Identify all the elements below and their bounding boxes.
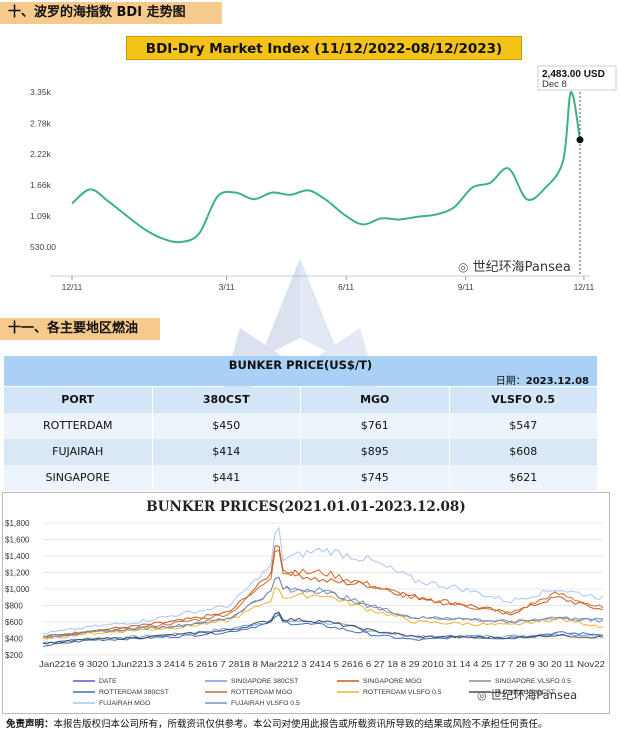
bunker-table-title: BUNKER PRICE(US$/T)	[228, 358, 373, 372]
table-row: SINGAPORE $441 $745 $621	[4, 465, 597, 491]
bunker-series-line	[42, 545, 604, 638]
bdi-current-point	[576, 136, 584, 144]
bunker-series	[42, 526, 604, 647]
cell-mgo: $745	[301, 465, 450, 491]
section-header-fuel: 十一、各主要地区燃油	[0, 318, 160, 340]
disclaimer: 免责声明：本报告版权归本公司所有，所载资讯仅供参考。本公司对使用此报告或所载资讯…	[6, 719, 548, 730]
bdi-y-tick: 2.22k	[30, 149, 52, 159]
bunker-series-line	[42, 576, 604, 638]
bunker-series-line	[42, 526, 604, 635]
bunker-x-axis-labels: Jan2216 9 3020 1Jun2213 3 2414 5 2616 7 …	[39, 660, 606, 669]
section-title: 十、波罗的海指数 BDI 走势图	[8, 5, 186, 20]
wechat-watermark-bottom: ◎ 世纪环海Pansea	[477, 688, 578, 702]
bdi-chart-title: BDI-Dry Market Index (11/12/2022-08/12/2…	[126, 36, 522, 60]
bdi-x-tick: 6/11	[338, 282, 354, 292]
legend-label: DATE	[99, 678, 117, 685]
cell-port: ROTTERDAM	[4, 413, 153, 439]
bunker-chart-svg: $1,800 $1,600 $1,400 $1,200 $1,000 $800 $600 $4…	[5, 519, 606, 707]
bunker-y-tick: $400	[5, 635, 23, 644]
bdi-y-axis: 3.35k 2.78k 2.22k 1.66k 1.09k 530.00	[30, 87, 56, 252]
cell-380cst: $441	[152, 465, 301, 491]
legend-label: SINGAPORE 380CST	[231, 678, 298, 685]
bdi-x-tick: 9/11	[458, 282, 474, 292]
col-header-380cst: 380CST	[152, 387, 301, 413]
cell-port: SINGAPORE	[4, 465, 153, 491]
bunker-table-caption: BUNKER PRICE(US$/T) 日期：2023.12.08	[4, 356, 597, 387]
bdi-y-tick: 1.66k	[30, 180, 52, 190]
section-header-bdi: 十、波罗的海指数 BDI 走势图	[0, 2, 222, 24]
bunker-series-line	[42, 586, 604, 640]
cell-380cst: $414	[152, 439, 301, 465]
bdi-chart: 3.35k 2.78k 2.22k 1.66k 1.09k 530.00 12/11 3/1…	[30, 65, 617, 292]
col-header-port: PORT	[4, 387, 153, 413]
wechat-icon: ◎	[477, 689, 487, 702]
bunker-y-tick: $1,200	[5, 569, 30, 578]
bunker-y-tick: $1,400	[5, 552, 30, 561]
bunker-legend: DATE SINGAPORE 380CST SINGAPORE MGO SINGAPO…	[73, 678, 571, 707]
bunker-y-tick: $1,600	[5, 536, 30, 545]
bdi-callout-box	[537, 65, 617, 91]
legend-label: ROTTERDAM VLSFO 0.5	[363, 689, 442, 696]
bdi-y-tick: 3.35k	[30, 87, 52, 97]
bdi-y-tick: 530.00	[30, 242, 56, 252]
bunker-y-tick: $1,000	[5, 585, 30, 594]
bdi-callout-value: 2,483.00 USD	[542, 69, 605, 80]
legend-label: FUJAIRAH 380CST	[495, 689, 555, 696]
legend-label: FUJAIRAH VLSFO 0.5	[231, 700, 300, 707]
legend-label: SINGAPORE VLSFO 0.5	[495, 678, 571, 685]
bunker-y-tick: $200	[5, 651, 23, 660]
legend-label: ROTTERDAM MGO	[231, 689, 292, 696]
bdi-y-tick: 1.09k	[30, 211, 52, 221]
bunker-prices-chart: BUNKER PRICES(2021.01.01-2023.12.08) $1,…	[2, 492, 610, 714]
bdi-line	[71, 91, 581, 244]
bunker-series-line	[42, 613, 604, 644]
cell-380cst: $450	[152, 413, 301, 439]
bdi-callout-date: Dec 8	[542, 79, 567, 90]
bdi-x-tick: 3/11	[219, 282, 235, 292]
legend-label: ROTTERDAM 380CST	[99, 689, 169, 696]
wechat-icon: ◎	[458, 260, 469, 274]
cell-vlsfo: $608	[449, 439, 597, 465]
bunker-chart-title: BUNKER PRICES(2021.01.01-2023.12.08)	[146, 499, 466, 515]
col-header-mgo: MGO	[301, 387, 450, 413]
bunker-series-line	[42, 611, 604, 645]
cell-mgo: $895	[301, 439, 450, 465]
table-row: FUJAIRAH $414 $895 $608	[4, 439, 597, 465]
col-header-vlsfo: VLSFO 0.5	[449, 387, 597, 413]
bdi-x-tick: 12/11	[574, 282, 595, 292]
bunker-y-tick: $800	[5, 602, 23, 611]
cell-port: FUJAIRAH	[4, 439, 153, 465]
bunker-y-tick: $1,800	[5, 519, 30, 528]
bdi-x-tick: 12/11	[62, 282, 83, 292]
bunker-table-header: PORT 380CST MGO VLSFO 0.5	[4, 387, 597, 413]
bunker-table-date: 日期：2023.12.08	[495, 376, 589, 387]
bdi-x-axis: 12/11 3/11 6/11 9/11 12/11	[62, 276, 595, 292]
section-title: 十一、各主要地区燃油	[8, 321, 139, 336]
wechat-watermark-top: ◎ 世纪环海Pansea	[458, 260, 571, 275]
bunker-series-line	[42, 614, 604, 647]
legend-label: FUJAIRAH MGO	[99, 700, 150, 707]
bdi-y-tick: 2.78k	[30, 118, 52, 128]
cell-mgo: $761	[301, 413, 450, 439]
legend-label: SINGAPORE MGO	[363, 678, 422, 685]
cell-vlsfo: $547	[449, 413, 597, 439]
cell-vlsfo: $621	[449, 465, 597, 491]
bunker-y-tick: $600	[5, 618, 23, 627]
table-row: ROTTERDAM $450 $761 $547	[4, 413, 597, 439]
